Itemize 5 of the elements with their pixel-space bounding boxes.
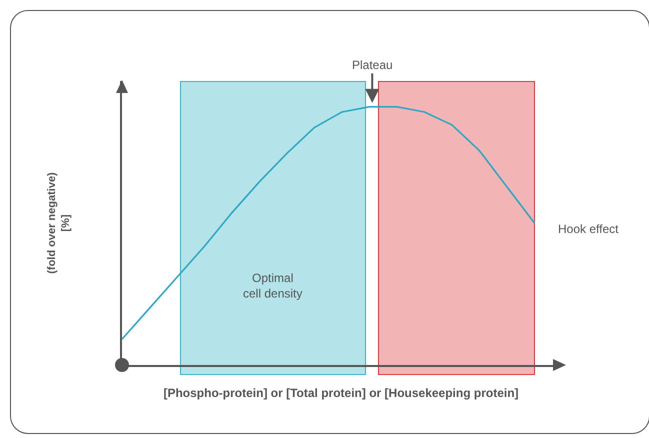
y-axis-title: (fold over negative) [%] (46, 172, 72, 274)
x-axis-title: [Phospho-protein] or [Total protein] or [Housekeeping protein] (163, 386, 519, 400)
annotation: Optimal cell density (243, 271, 302, 301)
text: Plateau (352, 58, 393, 72)
annotation: Hook effect (558, 222, 620, 236)
